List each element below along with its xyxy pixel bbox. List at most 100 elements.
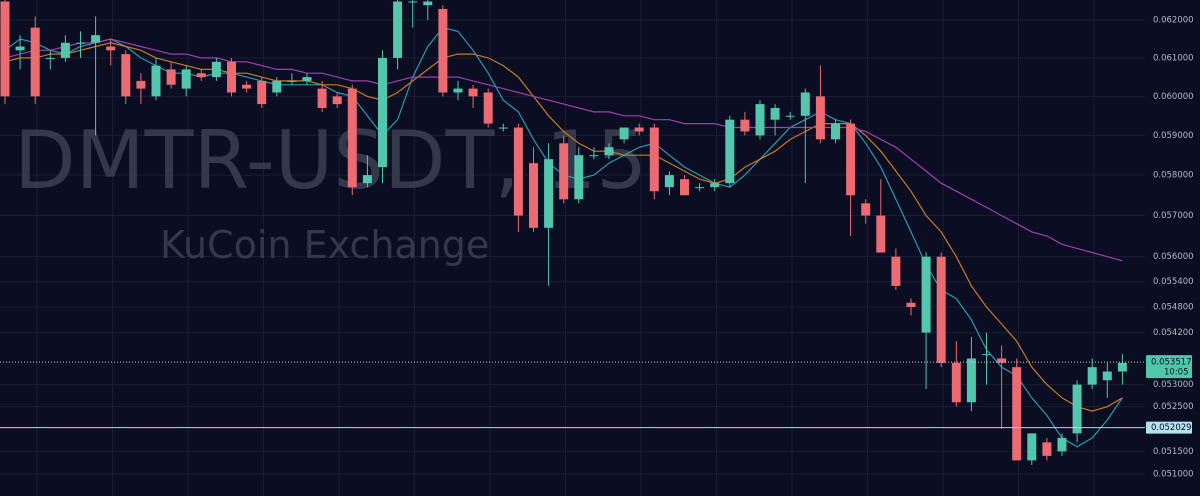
- candle-body: [1042, 442, 1052, 456]
- candle-body: [332, 96, 342, 105]
- y-tick-label: 0.054800: [1153, 303, 1194, 313]
- y-tick-label: 0.062000: [1153, 16, 1194, 26]
- candle-body: [710, 183, 720, 188]
- candle-body: [45, 57, 55, 59]
- candle-body: [347, 88, 357, 188]
- candle-body: [559, 143, 569, 200]
- candle-body: [91, 35, 101, 43]
- moving-average-line: [4, 42, 1123, 412]
- candle-body: [227, 61, 236, 93]
- axis-panel: [1145, 0, 1200, 496]
- candle-body: [60, 42, 70, 58]
- candle-body: [831, 123, 840, 140]
- y-tick-label: 0.059000: [1153, 131, 1194, 141]
- marked-price-label: 0.052029: [1151, 423, 1192, 433]
- y-tick-label: 0.054200: [1153, 328, 1194, 338]
- candle-body: [1087, 367, 1097, 385]
- candle-body: [800, 92, 810, 116]
- candle-body: [196, 73, 206, 78]
- candle-body: [574, 155, 584, 200]
- candle-body: [589, 155, 599, 157]
- y-tick-label: 0.055400: [1153, 277, 1194, 287]
- watermark-symbol: DMTR-USDT, 15: [14, 114, 647, 207]
- candle-body: [1012, 367, 1022, 461]
- candle-body: [649, 127, 659, 192]
- candle-body: [1072, 384, 1082, 434]
- candle-body: [1117, 362, 1127, 372]
- candle-body: [921, 256, 931, 333]
- price-axis: 0.062000 0.061000 0.060000 0.059000 0.058000…: [1145, 0, 1200, 496]
- watermark-exchange: KuCoin Exchange: [160, 223, 489, 267]
- candle-body: [951, 362, 961, 403]
- marked-price-badge: [1146, 421, 1192, 434]
- candle-body: [846, 123, 856, 196]
- candle-body: [936, 256, 946, 363]
- candle-body: [1102, 371, 1112, 381]
- candle-body: [30, 27, 40, 97]
- y-tick-label: 0.060000: [1153, 92, 1194, 102]
- candle-body: [513, 127, 523, 216]
- last-price-badge: [1146, 355, 1192, 379]
- candle-body: [619, 127, 629, 140]
- candle-body: [166, 69, 176, 85]
- candle-body: [770, 108, 780, 120]
- candle-body: [272, 80, 282, 93]
- candle-body: [317, 88, 327, 109]
- candle-body: [302, 77, 312, 81]
- candle-body: [1057, 437, 1067, 452]
- candle-body: [438, 8, 448, 93]
- y-tick-label: 0.056000: [1153, 252, 1194, 262]
- candle-body: [211, 61, 221, 78]
- candle-body: [468, 88, 478, 97]
- candle-body: [664, 175, 674, 188]
- candle-body: [725, 119, 735, 184]
- candle-body: [121, 54, 131, 97]
- candle-body: [151, 65, 161, 97]
- candle-body: [483, 92, 493, 124]
- candle-body: [891, 256, 901, 286]
- last-price-label: 0.053517: [1151, 358, 1192, 368]
- candle-body: [785, 115, 795, 117]
- y-tick-label: 0.053000: [1153, 380, 1194, 390]
- candle-body: [287, 80, 297, 82]
- candle-body: [1027, 433, 1037, 461]
- candle-body: [740, 119, 750, 132]
- candle-body: [408, 1, 418, 3]
- candle-body: [378, 57, 387, 168]
- candle-body: [755, 104, 765, 136]
- plot: [0, 0, 1145, 465]
- candle-body: [76, 42, 85, 44]
- candle-body: [0, 1, 10, 97]
- candle-body: [393, 1, 403, 58]
- moving-average-line: [4, 38, 1123, 262]
- candle-body: [634, 127, 644, 132]
- candle-body: [362, 175, 372, 184]
- candle-body: [242, 84, 252, 89]
- candle-body: [997, 358, 1007, 363]
- y-tick-label: 0.061000: [1153, 53, 1194, 63]
- candle-body: [498, 127, 508, 129]
- y-tick-label: 0.052500: [1153, 402, 1194, 412]
- candle-body: [257, 80, 267, 105]
- candle-body: [423, 1, 433, 6]
- candle-body: [815, 96, 825, 140]
- candle-body: [453, 88, 463, 93]
- candle-body: [136, 80, 146, 89]
- candle-body: [876, 215, 886, 253]
- candle-body: [861, 203, 871, 216]
- candle-body: [966, 358, 976, 403]
- candle-body: [680, 179, 689, 196]
- candle-body: [181, 69, 191, 89]
- candle-body: [982, 354, 991, 356]
- candle-body: [529, 163, 538, 228]
- y-tick-label: 0.051000: [1153, 470, 1194, 480]
- candle-body: [604, 147, 614, 156]
- candle-body: [906, 302, 916, 308]
- y-tick-label: 0.051500: [1153, 447, 1194, 457]
- candle-body: [106, 46, 116, 51]
- y-tick-label: 0.057000: [1153, 211, 1194, 221]
- y-tick-label: 0.058000: [1153, 171, 1194, 181]
- countdown-label: 10:05: [1164, 368, 1189, 378]
